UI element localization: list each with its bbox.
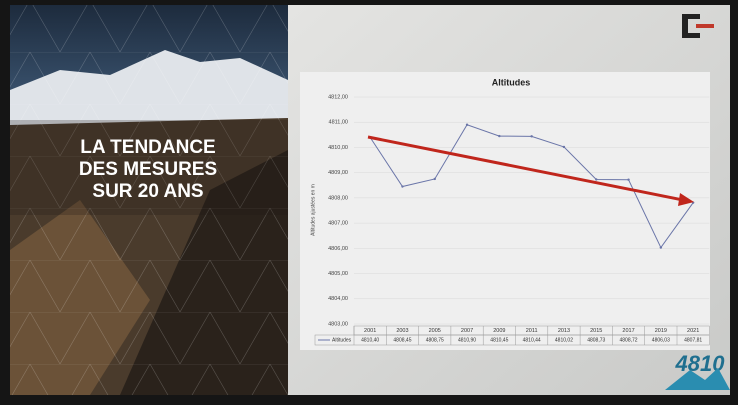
data-point [498,135,500,137]
x-tick-label: 2007 [461,328,473,334]
x-tick-label: 2003 [396,328,408,334]
data-point [466,124,468,126]
logo-shape [696,24,714,28]
data-label: 4806,03 [652,337,670,343]
data-point [595,178,597,180]
data-point [660,246,662,248]
heading-line: LA TENDANCE [80,137,215,158]
y-tick-label: 4811,00 [329,120,348,126]
data-label: 4808,75 [426,337,444,343]
y-tick-label: 4806,00 [328,246,348,252]
x-tick-label: 2019 [655,328,667,334]
data-label: 4808,72 [620,337,638,343]
x-tick-label: 2001 [364,328,376,334]
y-axis-label: Altitudes ajustées en m [310,184,316,236]
y-tick-label: 4810,00 [328,145,348,151]
data-label: 4810,44 [523,337,541,343]
data-label: 4808,73 [587,337,605,343]
x-tick-label: 2013 [558,328,570,334]
data-label: 4810,45 [490,337,508,343]
chart-title: Altitudes [492,77,531,87]
slide: LA TENDANCEDES MESURESSUR 20 ANS Altitud… [0,0,738,405]
x-tick-label: 2015 [590,328,602,334]
data-point [563,146,565,148]
data-point [434,178,436,180]
data-point [530,135,532,137]
logo-shape [688,14,700,19]
y-tick-label: 4812,00 [328,94,348,100]
page: LA TENDANCEDES MESURESSUR 20 ANS Altitud… [0,0,738,405]
y-tick-label: 4807,00 [328,221,348,227]
y-tick-label: 4804,00 [328,296,348,302]
y-tick-label: 4809,00 [328,170,348,176]
data-point [401,185,403,187]
data-label: 4810,02 [555,337,573,343]
y-tick-label: 4805,00 [328,271,348,277]
x-tick-label: 2021 [687,328,699,334]
data-point [627,179,629,181]
heading-line: DES MESURES [79,159,217,180]
x-tick-label: 2017 [622,328,634,334]
x-tick-label: 2005 [429,328,441,334]
chart-area [300,72,710,350]
data-label: 4810,40 [361,337,379,343]
logo-shape [688,33,700,38]
logo-shape [682,14,688,38]
y-tick-label: 4803,00 [328,321,348,327]
legend-label: Altitudes [332,337,352,343]
x-tick-label: 2009 [493,328,505,334]
data-label: 4808,45 [393,337,411,343]
data-label: 4810,90 [458,337,476,343]
x-tick-label: 2011 [526,328,538,334]
data-label: 4807,81 [684,337,702,343]
heading-line: SUR 20 ANS [92,181,203,202]
y-tick-label: 4808,00 [328,195,348,201]
